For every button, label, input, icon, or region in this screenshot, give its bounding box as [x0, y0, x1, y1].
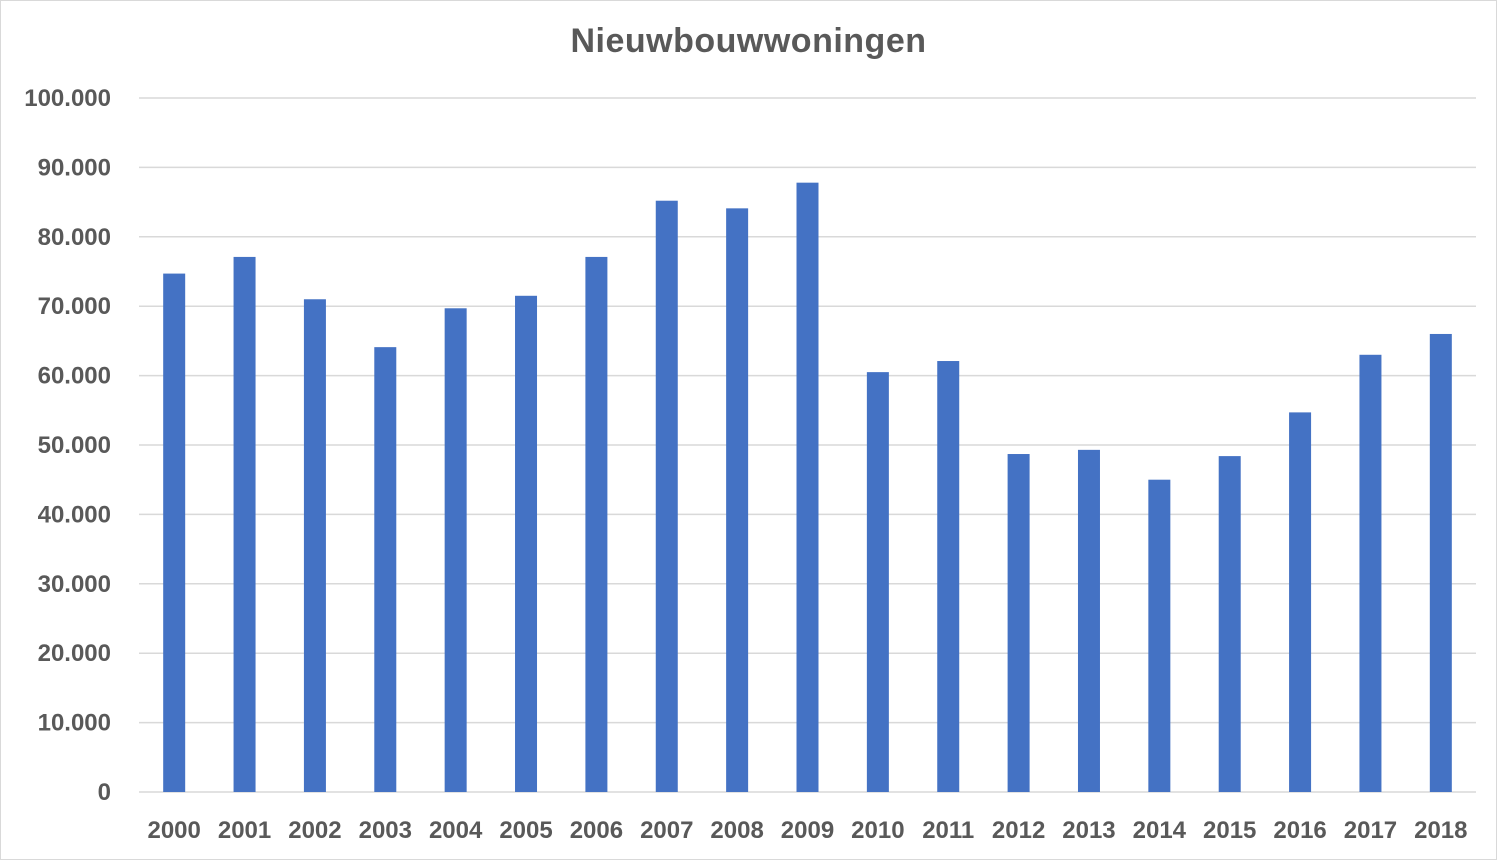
- chart-title: Nieuwbouwwoningen: [570, 22, 927, 60]
- bar-2017: [1359, 354, 1382, 792]
- bar-2011: [937, 361, 960, 792]
- y-tick-label: 90.000: [38, 154, 111, 181]
- y-tick-label: 40.000: [38, 501, 111, 528]
- x-tick-label-2009: 2009: [781, 817, 834, 844]
- y-tick-label: 20.000: [38, 640, 111, 667]
- y-tick-label: 70.000: [38, 293, 111, 320]
- y-tick-label: 100.000: [24, 85, 111, 112]
- x-tick-label-2017: 2017: [1344, 817, 1397, 844]
- x-tick-label-2014: 2014: [1133, 817, 1187, 844]
- y-tick-label: 10.000: [38, 710, 111, 737]
- x-tick-label-2003: 2003: [359, 817, 412, 844]
- y-tick-label: 60.000: [38, 363, 111, 390]
- bar-2003: [374, 347, 397, 792]
- bar-2004: [444, 308, 467, 792]
- x-tick-label-2001: 2001: [218, 817, 271, 844]
- y-tick-label: 80.000: [38, 224, 111, 251]
- bar-2010: [866, 372, 889, 792]
- bar-2013: [1077, 449, 1100, 792]
- x-tick-label-2005: 2005: [499, 817, 552, 844]
- x-tick-label-2018: 2018: [1414, 817, 1467, 844]
- x-tick-label-2010: 2010: [851, 817, 904, 844]
- y-axis-ticks: 0 10.000 20.000 30.000 40.000 50.000 60.000 70.…: [24, 85, 111, 806]
- x-tick-label-2008: 2008: [710, 817, 763, 844]
- y-tick-label: 30.000: [38, 571, 111, 598]
- bar-2014: [1148, 479, 1171, 792]
- bar-2002: [303, 299, 326, 792]
- y-tick-label: 0: [98, 779, 111, 806]
- x-tick-label-2011: 2011: [922, 817, 974, 844]
- x-axis-ticks: 2000 2001 2002 2003 2004 2005 2006 2007 2008 2009…: [147, 817, 1467, 844]
- x-tick-label-2013: 2013: [1062, 817, 1115, 844]
- x-tick-label-2000: 2000: [147, 817, 200, 844]
- bar-2012: [1007, 454, 1030, 792]
- x-tick-label-2012: 2012: [992, 817, 1045, 844]
- bar-2005: [515, 295, 538, 792]
- x-tick-label-2015: 2015: [1203, 817, 1256, 844]
- bar-2007: [655, 200, 678, 792]
- bar-2008: [726, 208, 749, 792]
- x-tick-label-2007: 2007: [640, 817, 693, 844]
- bar-2000: [163, 273, 186, 792]
- x-tick-label-2006: 2006: [570, 817, 623, 844]
- bar-2015: [1218, 456, 1241, 792]
- y-tick-label: 50.000: [38, 432, 111, 459]
- x-tick-label-2004: 2004: [429, 817, 483, 844]
- bar-2016: [1289, 412, 1312, 792]
- bars: [163, 182, 1452, 793]
- x-tick-label-2002: 2002: [288, 817, 341, 844]
- bar-2001: [233, 256, 256, 792]
- bar-2009: [796, 182, 819, 793]
- bar-2006: [585, 256, 608, 792]
- bar-2018: [1429, 333, 1452, 792]
- x-tick-label-2016: 2016: [1273, 817, 1326, 844]
